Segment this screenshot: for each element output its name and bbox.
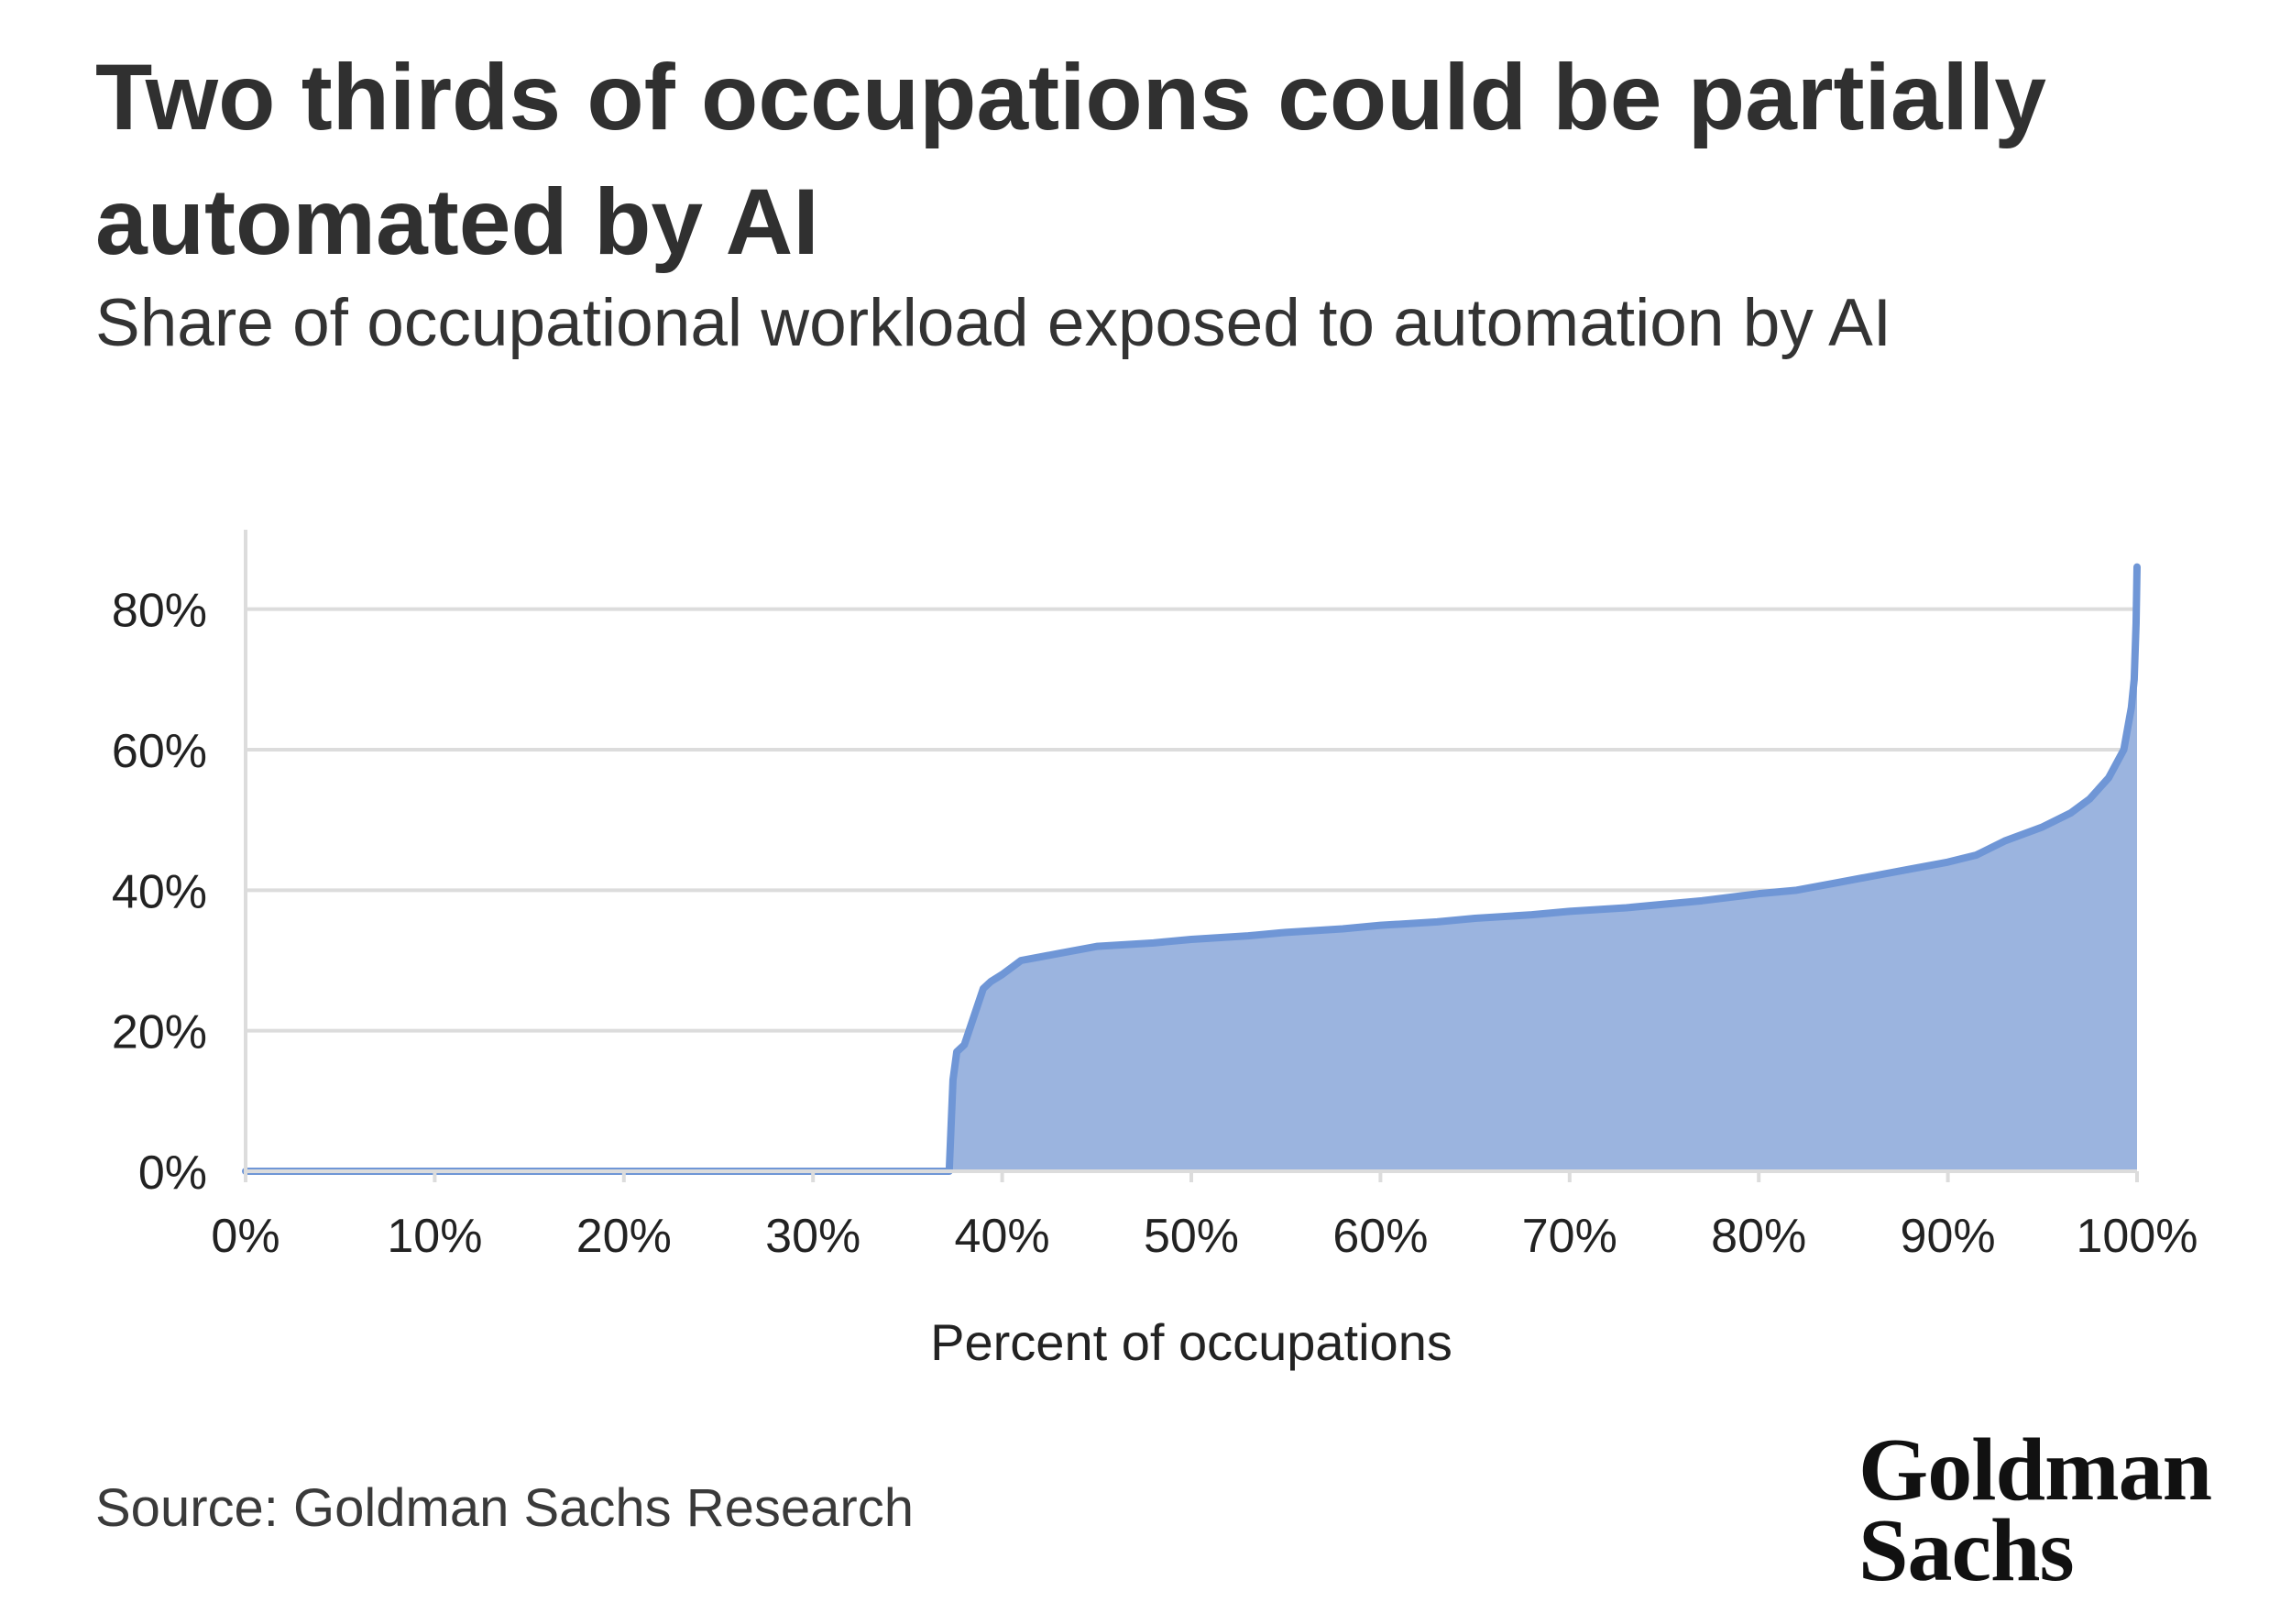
logo-line-2: Sachs [1858, 1501, 2075, 1600]
y-tick-label: 60% [112, 725, 207, 778]
data-area [242, 563, 2141, 1175]
x-tick-label: 20% [576, 1210, 672, 1263]
axes [244, 530, 2139, 1182]
x-axis-title: Percent of occupations [930, 1313, 1452, 1371]
chart-subtitle: Share of occupational workload exposed t… [95, 286, 1892, 360]
logo-line-1: Goldman [1858, 1421, 2212, 1520]
x-tick-label: 50% [1144, 1210, 1239, 1263]
y-tick-label: 20% [112, 1006, 207, 1059]
x-tick-label: 90% [1901, 1210, 1996, 1263]
x-tick-label: 30% [765, 1210, 860, 1263]
x-tick-label: 80% [1711, 1210, 1806, 1263]
x-tick-label: 100% [2077, 1210, 2198, 1263]
y-tick-label: 40% [112, 865, 207, 918]
x-tick-label: 70% [1522, 1210, 1617, 1263]
chart-title: Two thirds of occupations could be parti… [95, 45, 2046, 274]
x-tick-label: 10% [387, 1210, 482, 1263]
goldman-sachs-logo: Goldman Sachs [1858, 1421, 2243, 1600]
series-line [242, 563, 2141, 1175]
y-tick-label: 80% [112, 585, 207, 638]
x-tick-label: 40% [955, 1210, 1050, 1263]
source-note: Source: Goldman Sachs Research [95, 1478, 914, 1538]
x-tick-label: 60% [1332, 1210, 1428, 1263]
area-chart: 0% 20% 40% 60% 80% 0% 10% 20% 30% 40% 50% 60% 70% 80%… [112, 530, 2198, 1371]
x-tick-label: 0% [211, 1210, 280, 1263]
y-tick-label: 0% [138, 1147, 207, 1200]
tick-labels: 0% 20% 40% 60% 80% 0% 10% 20% 30% 40% 50% 60% 70% 80%… [112, 585, 2198, 1371]
series-area [246, 566, 2137, 1171]
